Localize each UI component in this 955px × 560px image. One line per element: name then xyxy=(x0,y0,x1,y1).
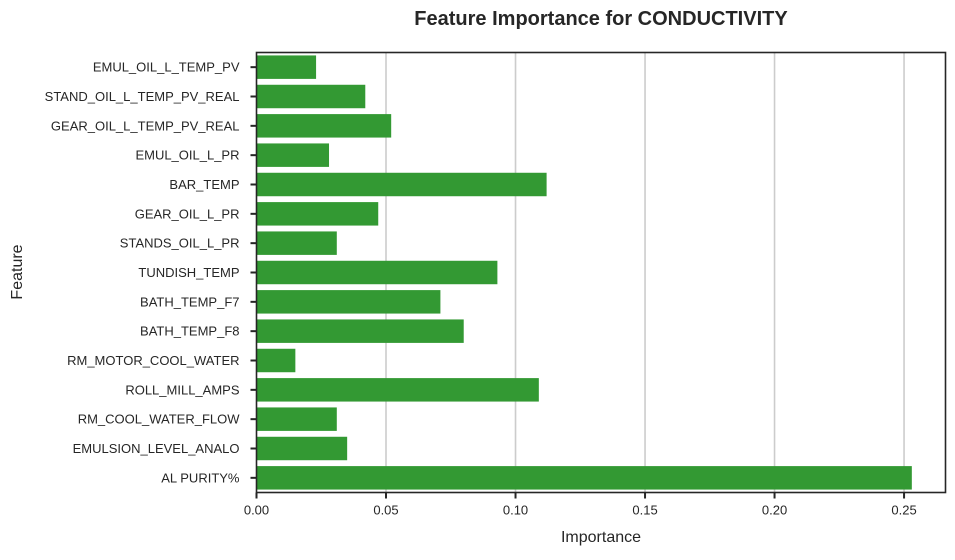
y-tick-label: EMULSION_LEVEL_ANALO xyxy=(73,441,240,456)
bar xyxy=(256,231,337,255)
chart-title: Feature Importance for CONDUCTIVITY xyxy=(414,8,788,30)
bar xyxy=(256,348,296,373)
bar xyxy=(256,84,366,109)
y-tick-label: GEAR_OIL_L_PR xyxy=(135,206,240,221)
bar xyxy=(256,466,912,490)
y-tick-label: STANDS_OIL_L_PR xyxy=(120,236,240,251)
bar xyxy=(256,143,330,167)
y-tick-label: BATH_TEMP_F8 xyxy=(140,324,239,339)
y-tick-label: EMUL_OIL_L_PR xyxy=(135,148,239,163)
x-tick-label: 0.10 xyxy=(503,503,528,518)
bar xyxy=(256,436,348,461)
x-tick-label: 0.05 xyxy=(373,503,398,518)
bar xyxy=(256,55,317,79)
y-axis-label: Feature xyxy=(9,244,26,299)
y-tick-label: BATH_TEMP_F7 xyxy=(140,294,239,309)
y-tick-label: TUNDISH_TEMP xyxy=(138,265,239,280)
y-tick-label: GEAR_OIL_L_TEMP_PV_REAL xyxy=(51,118,240,133)
y-tick-label: BAR_TEMP xyxy=(169,177,239,192)
x-tick-label: 0.20 xyxy=(762,503,787,518)
y-tick-label: AL PURITY% xyxy=(161,470,240,485)
x-axis: 0.00 0.05 0.10 0.15 0.20 0.25 xyxy=(244,492,917,518)
y-axis: EMUL_OIL_L_TEMP_PV STAND_OIL_L_TEMP_PV_RE… xyxy=(45,60,257,485)
bar xyxy=(256,290,441,314)
bar xyxy=(256,202,379,226)
bar xyxy=(256,260,498,285)
x-tick-label: 0.00 xyxy=(244,503,269,518)
bar xyxy=(256,172,547,197)
bar xyxy=(256,378,539,402)
y-tick-label: RM_MOTOR_COOL_WATER xyxy=(67,353,239,368)
gridlines xyxy=(385,52,905,493)
y-tick-label: RM_COOL_WATER_FLOW xyxy=(78,412,241,427)
y-tick-label: ROLL_MILL_AMPS xyxy=(125,382,239,397)
bar xyxy=(256,114,392,138)
x-tick-label: 0.15 xyxy=(632,503,657,518)
y-tick-label: STAND_OIL_L_TEMP_PV_REAL xyxy=(45,89,240,104)
bar xyxy=(256,319,464,343)
x-tick-label: 0.25 xyxy=(891,503,916,518)
x-axis-label: Importance xyxy=(561,529,641,546)
bars xyxy=(256,55,912,490)
y-tick-label: EMUL_OIL_L_TEMP_PV xyxy=(93,60,240,75)
bar xyxy=(256,407,337,431)
